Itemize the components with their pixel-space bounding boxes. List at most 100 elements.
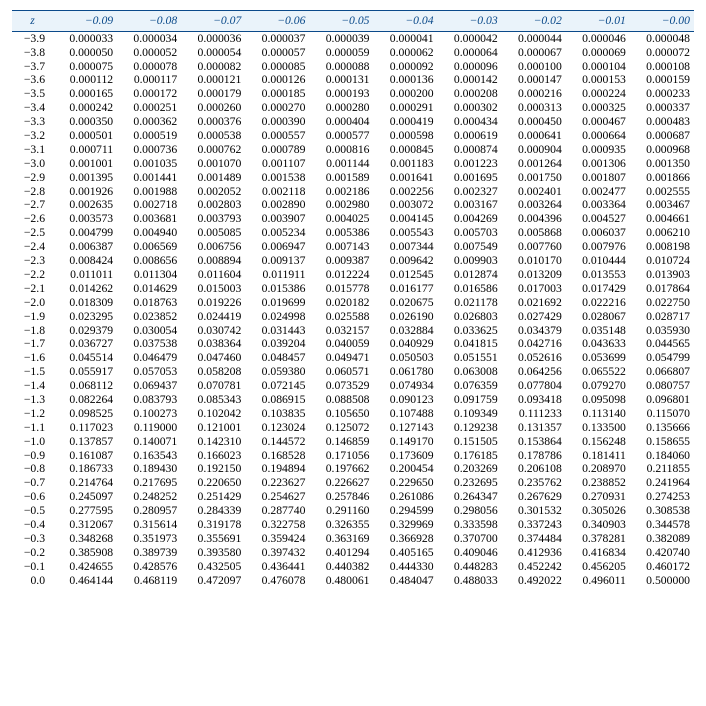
- prob-cell: 0.027429: [502, 310, 566, 324]
- prob-cell: 0.312067: [53, 518, 117, 532]
- prob-cell: 0.000142: [438, 73, 502, 87]
- prob-cell: 0.010724: [630, 254, 694, 268]
- table-row: −0.80.1867330.1894300.1921500.1948940.19…: [12, 462, 694, 476]
- prob-cell: 0.000078: [117, 59, 181, 73]
- prob-cell: 0.203269: [438, 462, 502, 476]
- prob-cell: 0.064256: [502, 365, 566, 379]
- prob-cell: 0.019699: [245, 296, 309, 310]
- prob-cell: 0.492022: [502, 573, 566, 587]
- header-row: z −0.09 −0.08 −0.07 −0.06 −0.05 −0.04 −0…: [12, 11, 694, 32]
- prob-cell: 0.261086: [374, 490, 438, 504]
- prob-cell: 0.329969: [374, 518, 438, 532]
- prob-cell: 0.001107: [245, 157, 309, 171]
- prob-cell: 0.019226: [181, 296, 245, 310]
- prob-cell: 0.001223: [438, 157, 502, 171]
- col-header-z: z: [12, 11, 53, 32]
- prob-cell: 0.173609: [374, 448, 438, 462]
- prob-cell: 0.000376: [181, 115, 245, 129]
- table-row: −3.10.0007110.0007360.0007620.0007890.00…: [12, 143, 694, 157]
- prob-cell: 0.412936: [502, 546, 566, 560]
- prob-cell: 0.007549: [438, 240, 502, 254]
- prob-cell: 0.355691: [181, 532, 245, 546]
- prob-cell: 0.440382: [309, 560, 373, 574]
- prob-cell: 0.374484: [502, 532, 566, 546]
- z-value-cell: −2.6: [12, 212, 53, 226]
- z-value-cell: −2.9: [12, 171, 53, 185]
- prob-cell: 0.420740: [630, 546, 694, 560]
- z-value-cell: −1.2: [12, 407, 53, 421]
- prob-cell: 0.000096: [438, 59, 502, 73]
- prob-cell: 0.036727: [53, 337, 117, 351]
- prob-cell: 0.277595: [53, 504, 117, 518]
- prob-cell: 0.166023: [181, 448, 245, 462]
- table-row: −1.10.1170230.1190000.1210010.1230240.12…: [12, 421, 694, 435]
- prob-cell: 0.004799: [53, 226, 117, 240]
- z-value-cell: −0.6: [12, 490, 53, 504]
- prob-cell: 0.002635: [53, 198, 117, 212]
- prob-cell: 0.011304: [117, 268, 181, 282]
- prob-cell: 0.298056: [438, 504, 502, 518]
- prob-cell: 0.020675: [374, 296, 438, 310]
- prob-cell: 0.000762: [181, 143, 245, 157]
- prob-cell: 0.103835: [245, 407, 309, 421]
- prob-cell: 0.068112: [53, 379, 117, 393]
- prob-cell: 0.077804: [502, 379, 566, 393]
- prob-cell: 0.432505: [181, 560, 245, 574]
- prob-cell: 0.000042: [438, 31, 502, 45]
- prob-cell: 0.001264: [502, 157, 566, 171]
- z-value-cell: −0.8: [12, 462, 53, 476]
- prob-cell: 0.015778: [309, 282, 373, 296]
- prob-cell: 0.184060: [630, 448, 694, 462]
- prob-cell: 0.000313: [502, 101, 566, 115]
- prob-cell: 0.060571: [309, 365, 373, 379]
- prob-cell: 0.000404: [309, 115, 373, 129]
- table-row: −3.60.0001120.0001170.0001210.0001260.00…: [12, 73, 694, 87]
- prob-cell: 0.065522: [566, 365, 630, 379]
- prob-cell: 0.000054: [181, 46, 245, 60]
- prob-cell: 0.003072: [374, 198, 438, 212]
- prob-cell: 0.004396: [502, 212, 566, 226]
- prob-cell: 0.013903: [630, 268, 694, 282]
- prob-cell: 0.053699: [566, 351, 630, 365]
- prob-cell: 0.001350: [630, 157, 694, 171]
- prob-cell: 0.010170: [502, 254, 566, 268]
- table-row: −2.10.0142620.0146290.0150030.0153860.01…: [12, 282, 694, 296]
- prob-cell: 0.073529: [309, 379, 373, 393]
- z-value-cell: −1.3: [12, 393, 53, 407]
- prob-cell: 0.009387: [309, 254, 373, 268]
- z-value-cell: −3.0: [12, 157, 53, 171]
- col-header-5: −0.04: [374, 11, 438, 32]
- prob-cell: 0.496011: [566, 573, 630, 587]
- z-value-cell: −3.5: [12, 87, 53, 101]
- prob-cell: 0.002980: [309, 198, 373, 212]
- prob-cell: 0.000050: [53, 46, 117, 60]
- prob-cell: 0.322758: [245, 518, 309, 532]
- prob-cell: 0.178786: [502, 448, 566, 462]
- prob-cell: 0.197662: [309, 462, 373, 476]
- table-row: −2.20.0110110.0113040.0116040.0119110.01…: [12, 268, 694, 282]
- prob-cell: 0.033625: [438, 323, 502, 337]
- prob-cell: 0.037538: [117, 337, 181, 351]
- prob-cell: 0.000044: [502, 31, 566, 45]
- table-row: −3.70.0000750.0000780.0000820.0000850.00…: [12, 59, 694, 73]
- prob-cell: 0.229650: [374, 476, 438, 490]
- prob-cell: 0.000082: [181, 59, 245, 73]
- prob-cell: 0.000179: [181, 87, 245, 101]
- prob-cell: 0.480061: [309, 573, 373, 587]
- prob-cell: 0.008656: [117, 254, 181, 268]
- prob-cell: 0.083793: [117, 393, 181, 407]
- prob-cell: 0.000200: [374, 87, 438, 101]
- table-row: −2.90.0013950.0014410.0014890.0015380.00…: [12, 171, 694, 185]
- prob-cell: 0.090123: [374, 393, 438, 407]
- prob-cell: 0.059380: [245, 365, 309, 379]
- prob-cell: 0.024419: [181, 310, 245, 324]
- z-value-cell: −2.0: [12, 296, 53, 310]
- prob-cell: 0.274253: [630, 490, 694, 504]
- prob-cell: 0.000337: [630, 101, 694, 115]
- prob-cell: 0.223627: [245, 476, 309, 490]
- prob-cell: 0.044565: [630, 337, 694, 351]
- prob-cell: 0.007760: [502, 240, 566, 254]
- prob-cell: 0.171056: [309, 448, 373, 462]
- table-row: −3.00.0010010.0010350.0010700.0011070.00…: [12, 157, 694, 171]
- prob-cell: 0.000085: [245, 59, 309, 73]
